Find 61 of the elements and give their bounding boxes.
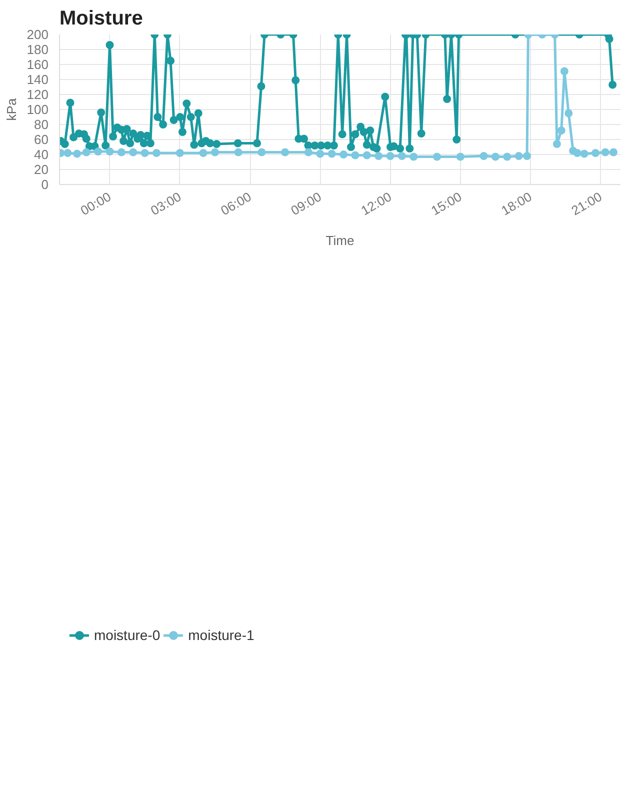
point [433,152,442,161]
point [199,149,208,157]
y-tick-label: 20 [34,162,49,177]
point [176,149,184,157]
point [340,150,348,158]
point [304,148,312,156]
point [398,152,406,160]
point [351,151,360,160]
point [64,149,72,157]
chart-title: Moisture [60,8,143,30]
point [129,148,138,156]
y-tick-label: 120 [26,87,49,102]
y-tick-label: 0 [41,177,49,192]
point [480,152,488,160]
x-tick-label: 09:00 [288,188,324,218]
y-tick-label: 60 [34,132,49,147]
y-tick-label: 160 [26,57,49,72]
point [564,109,573,118]
point [94,148,102,156]
y-tick-label: 40 [34,147,49,162]
point [210,148,219,156]
point [523,152,531,160]
point [573,149,582,157]
point [560,67,568,76]
y-tick-label: 100 [26,102,49,117]
point [106,148,114,156]
y-tick-label: 200 [26,27,49,42]
point [374,152,383,160]
point [258,148,266,156]
x-tick-label: 06:00 [218,188,254,218]
y-tick-label: 80 [34,117,49,132]
x-tick-label: 03:00 [148,188,184,218]
point [456,152,464,161]
point [552,140,561,148]
point [281,148,290,156]
point [514,152,523,160]
point [410,152,418,161]
legend-label: moisture-1 [188,627,254,643]
y-tick-label: 140 [26,72,49,87]
y-axis-title: kPa [4,98,19,121]
point [316,150,324,158]
point [601,148,610,156]
point [503,152,512,161]
point [609,148,618,156]
point [591,149,600,157]
point [140,149,149,157]
legend-label: moisture-0 [94,627,160,643]
point [328,150,336,158]
point [557,126,566,134]
point [73,150,82,158]
point [386,152,394,160]
point [491,152,500,161]
point [362,151,371,160]
point [82,148,90,156]
point [234,148,242,156]
point [152,149,161,157]
y-tick-label: 180 [26,42,49,57]
x-tick-label: 00:00 [78,188,114,218]
x-axis-title: Time [326,232,354,248]
point [117,148,126,156]
point [580,150,588,158]
